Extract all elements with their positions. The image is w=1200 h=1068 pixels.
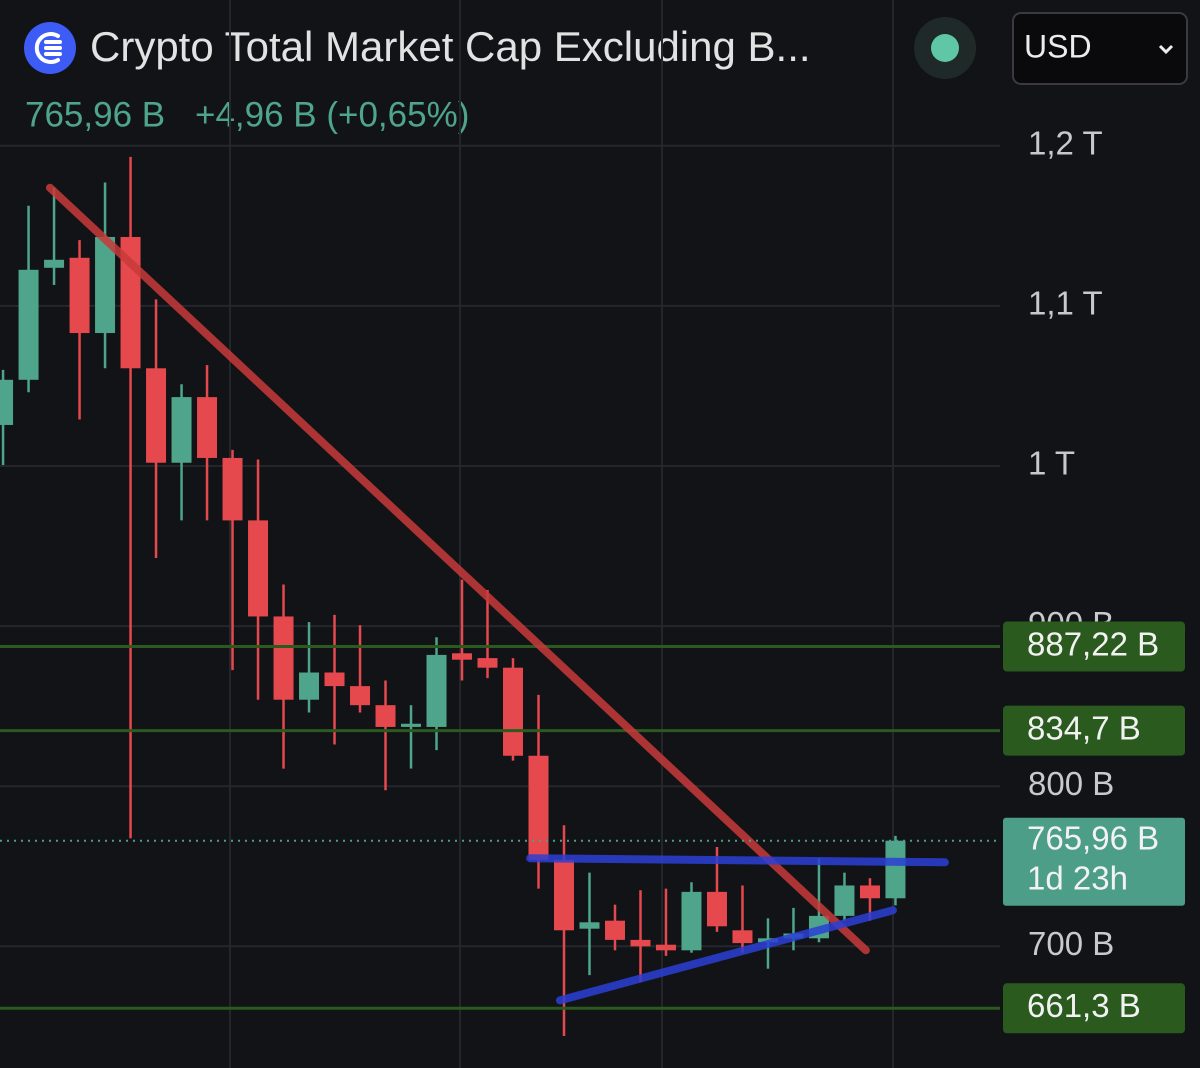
level-label: 661,3 B [1027,987,1141,1024]
candle-body [604,920,625,940]
logo-icon [34,32,62,64]
candle-body [503,667,524,756]
candle-body [732,930,753,944]
candle-body [248,520,269,617]
candle-body [681,891,702,951]
candle-body [655,944,676,951]
candle-body [299,672,320,700]
candle-body [528,755,549,860]
candle-body [885,840,906,899]
candle-body [426,654,447,727]
trendline [45,183,870,955]
candle-body [44,259,65,268]
level-label: 887,22 B [1027,625,1159,662]
price: 765,96 B [25,95,165,134]
last-price-box [1003,817,1185,906]
candle-body [834,885,855,916]
status-dot [931,34,959,62]
level-label-box [1003,983,1185,1034]
candle-body [452,653,473,660]
candle-body [146,368,167,463]
trendline [526,854,949,867]
level-label: 834,7 B [1027,709,1141,746]
candle-body [273,616,294,700]
candle-body [18,269,39,380]
candle-body [324,672,345,687]
candle-body [401,723,422,727]
candle-body [579,922,600,929]
y-tick-label: 700 B [1028,925,1114,962]
candle-body [95,236,116,334]
header: Crypto Total Market Cap Excluding B... U… [24,12,1188,134]
last-price-label: 765,96 B [1027,819,1159,856]
candle-body [222,457,243,521]
candle-body [69,257,90,334]
candle-body [706,891,727,927]
y-tick-label: 1,1 T [1028,285,1103,322]
candle-body [375,705,396,727]
y-tick-label: 1,2 T [1028,124,1103,161]
countdown-label: 1d 23h [1027,859,1128,896]
candle-body [553,859,574,931]
level-label-box [1003,705,1185,756]
title: Crypto Total Market Cap Excluding B... [90,23,811,70]
candle-body [171,397,192,463]
candle-body [350,686,371,706]
dropdown-arrow [1158,44,1174,55]
price-change: +4,96 B (+0,65%) [195,95,469,134]
trendline [555,906,897,1005]
candle-body [859,885,880,899]
y-tick-label: 1 T [1028,445,1075,482]
candle-body [197,397,218,458]
candle-body [0,379,14,425]
currency: USD [1024,28,1092,64]
candle-body [477,658,498,668]
level-label-box [1003,621,1185,672]
currency-select[interactable] [1012,12,1188,85]
y-tick-label: 800 B [1028,765,1114,802]
candle-body [630,939,651,947]
